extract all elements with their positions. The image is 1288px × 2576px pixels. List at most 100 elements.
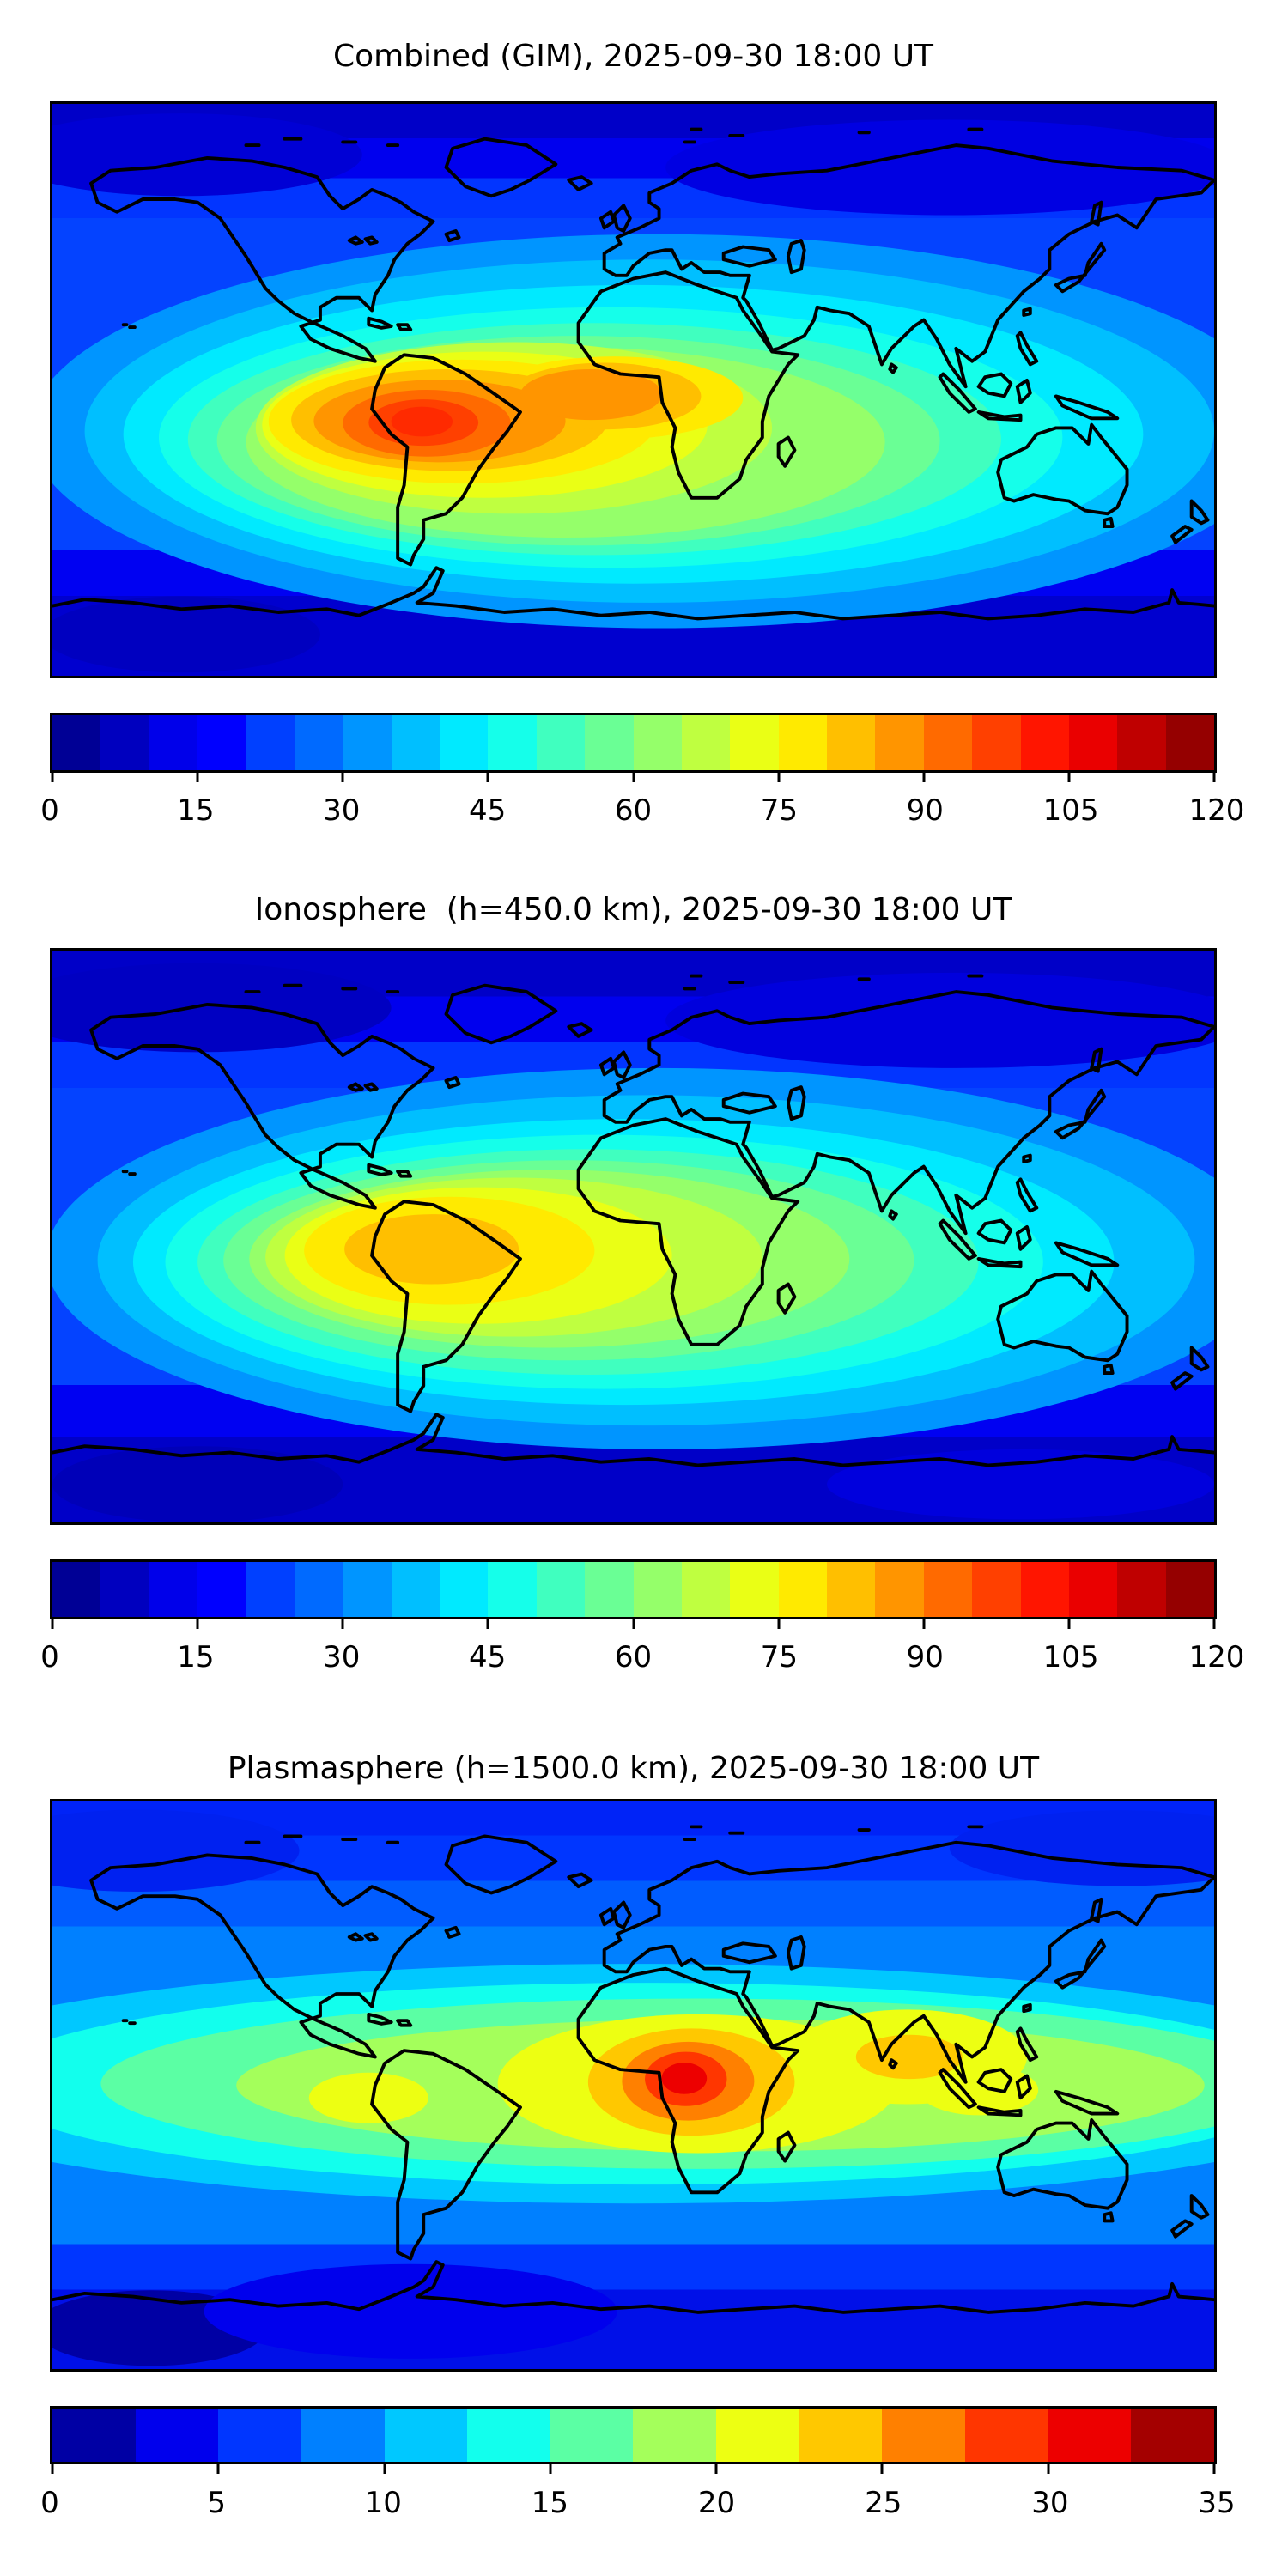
colorbar-band bbox=[149, 715, 198, 770]
colorbar-tickmark bbox=[714, 2462, 718, 2474]
tick-label: 90 bbox=[906, 793, 944, 828]
colorbar-band bbox=[1117, 715, 1166, 770]
colorbar-band bbox=[488, 715, 537, 770]
tick-label: 30 bbox=[1031, 2486, 1069, 2520]
colorbar-tickmark bbox=[51, 1617, 54, 1629]
tick-label: 75 bbox=[760, 1640, 799, 1674]
colorbar-band bbox=[246, 1562, 295, 1617]
colorbar-band bbox=[52, 715, 101, 770]
tick-label: 25 bbox=[865, 2486, 902, 2520]
colorbar-band bbox=[218, 2409, 301, 2462]
colorbar-tickmark bbox=[549, 2462, 552, 2474]
colorbar-band bbox=[730, 715, 779, 770]
colorbar-band bbox=[633, 1562, 682, 1617]
tick-label: 15 bbox=[531, 2486, 569, 2520]
tick-label: 45 bbox=[468, 793, 507, 828]
colorbar-band bbox=[391, 715, 440, 770]
panel2-colorbar-labels: 0 15 30 45 60 75 90 105 120 bbox=[40, 1638, 1244, 1676]
colorbar-tickmark bbox=[1067, 1617, 1071, 1629]
colorbar-band bbox=[294, 1562, 343, 1617]
colorbar-band bbox=[1131, 2409, 1214, 2462]
colorbar-band bbox=[882, 2409, 966, 2462]
panel1-colorbar-labels: 0 15 30 45 60 75 90 105 120 bbox=[40, 792, 1244, 829]
colorbar-tickmark bbox=[1067, 770, 1071, 782]
panel3-title: Plasmasphere (h=1500.0 km), 2025-09-30 1… bbox=[227, 1751, 1040, 1786]
colorbar-band bbox=[778, 1562, 827, 1617]
colorbar-tickmark bbox=[1212, 1617, 1216, 1629]
tick-label: 105 bbox=[1042, 1640, 1099, 1674]
colorbar-tickmark bbox=[632, 770, 635, 782]
colorbar-band bbox=[488, 1562, 537, 1617]
tick-label: 15 bbox=[177, 793, 215, 828]
panel1-colorbar-bands bbox=[52, 715, 1214, 770]
colorbar-tickmark bbox=[51, 2462, 54, 2474]
colorbar-band bbox=[135, 2409, 219, 2462]
colorbar-band bbox=[585, 715, 634, 770]
colorbar-tickmark bbox=[486, 1617, 489, 1629]
colorbar-band bbox=[923, 1562, 973, 1617]
tick-label: 0 bbox=[40, 2486, 59, 2520]
colorbar-band bbox=[972, 715, 1021, 770]
tick-label: 30 bbox=[323, 1640, 361, 1674]
colorbar-tickmark bbox=[51, 770, 54, 782]
colorbar-band bbox=[778, 715, 827, 770]
tick-label: 5 bbox=[207, 2486, 226, 2520]
panel3-contour-map bbox=[52, 1801, 1214, 2369]
colorbar-tickmark bbox=[1212, 2462, 1216, 2474]
colorbar-tickmark bbox=[341, 1617, 344, 1629]
colorbar-tickmark bbox=[196, 770, 199, 782]
panel2-map-ionosphere bbox=[50, 948, 1217, 1525]
colorbar-band bbox=[1048, 2409, 1132, 2462]
colorbar-tickmark bbox=[196, 1617, 199, 1629]
panel2-contour-bands bbox=[52, 963, 1214, 1522]
panel1-contour-map bbox=[52, 104, 1214, 676]
tick-label: 75 bbox=[760, 793, 799, 828]
tick-label: 105 bbox=[1042, 793, 1099, 828]
panel2-colorbar bbox=[50, 1559, 1217, 1629]
panel2-title: Ionosphere (h=450.0 km), 2025-09-30 18:0… bbox=[254, 892, 1012, 927]
panel1-map-combined-gim bbox=[50, 101, 1217, 678]
colorbar-band bbox=[965, 2409, 1048, 2462]
colorbar-band bbox=[550, 2409, 634, 2462]
panel3-map-plasmasphere bbox=[50, 1799, 1217, 2372]
colorbar-band bbox=[197, 715, 246, 770]
colorbar-band bbox=[730, 1562, 779, 1617]
colorbar-band bbox=[467, 2409, 550, 2462]
colorbar-band bbox=[972, 1562, 1021, 1617]
tick-label: 60 bbox=[614, 1640, 653, 1674]
colorbar-band bbox=[197, 1562, 246, 1617]
colorbar-band bbox=[875, 715, 924, 770]
colorbar-band bbox=[681, 715, 731, 770]
colorbar-tickmark bbox=[216, 2462, 220, 2474]
panel2-colorbar-bands bbox=[52, 1562, 1214, 1617]
colorbar-band bbox=[440, 1562, 489, 1617]
colorbar-band bbox=[301, 2409, 385, 2462]
colorbar-band bbox=[343, 1562, 392, 1617]
colorbar-band bbox=[799, 2409, 883, 2462]
colorbar-band bbox=[827, 715, 876, 770]
colorbar-tickmark bbox=[383, 2462, 386, 2474]
colorbar-band bbox=[716, 2409, 799, 2462]
colorbar-tickmark bbox=[1212, 770, 1216, 782]
colorbar-tickmark bbox=[486, 770, 489, 782]
colorbar-tickmark bbox=[341, 770, 344, 782]
colorbar-band bbox=[100, 1562, 149, 1617]
colorbar-tickmark bbox=[1047, 2462, 1050, 2474]
colorbar-band bbox=[343, 715, 392, 770]
panel3-colorbar bbox=[50, 2406, 1217, 2474]
colorbar-band bbox=[1165, 715, 1214, 770]
tick-label: 15 bbox=[177, 1640, 215, 1674]
panel1-title: Combined (GIM), 2025-09-30 18:00 UT bbox=[332, 39, 934, 74]
colorbar-tickmark bbox=[777, 1617, 781, 1629]
panel3-colorbar-bands bbox=[52, 2409, 1214, 2462]
tick-label: 35 bbox=[1198, 2486, 1236, 2520]
colorbar-band bbox=[681, 1562, 731, 1617]
panel2-contour-map bbox=[52, 951, 1214, 1522]
colorbar-band bbox=[246, 715, 295, 770]
colorbar-band bbox=[100, 715, 149, 770]
tick-label: 10 bbox=[364, 2486, 402, 2520]
colorbar-band bbox=[52, 1562, 101, 1617]
colorbar-tickmark bbox=[632, 1617, 635, 1629]
colorbar-band bbox=[1068, 715, 1118, 770]
